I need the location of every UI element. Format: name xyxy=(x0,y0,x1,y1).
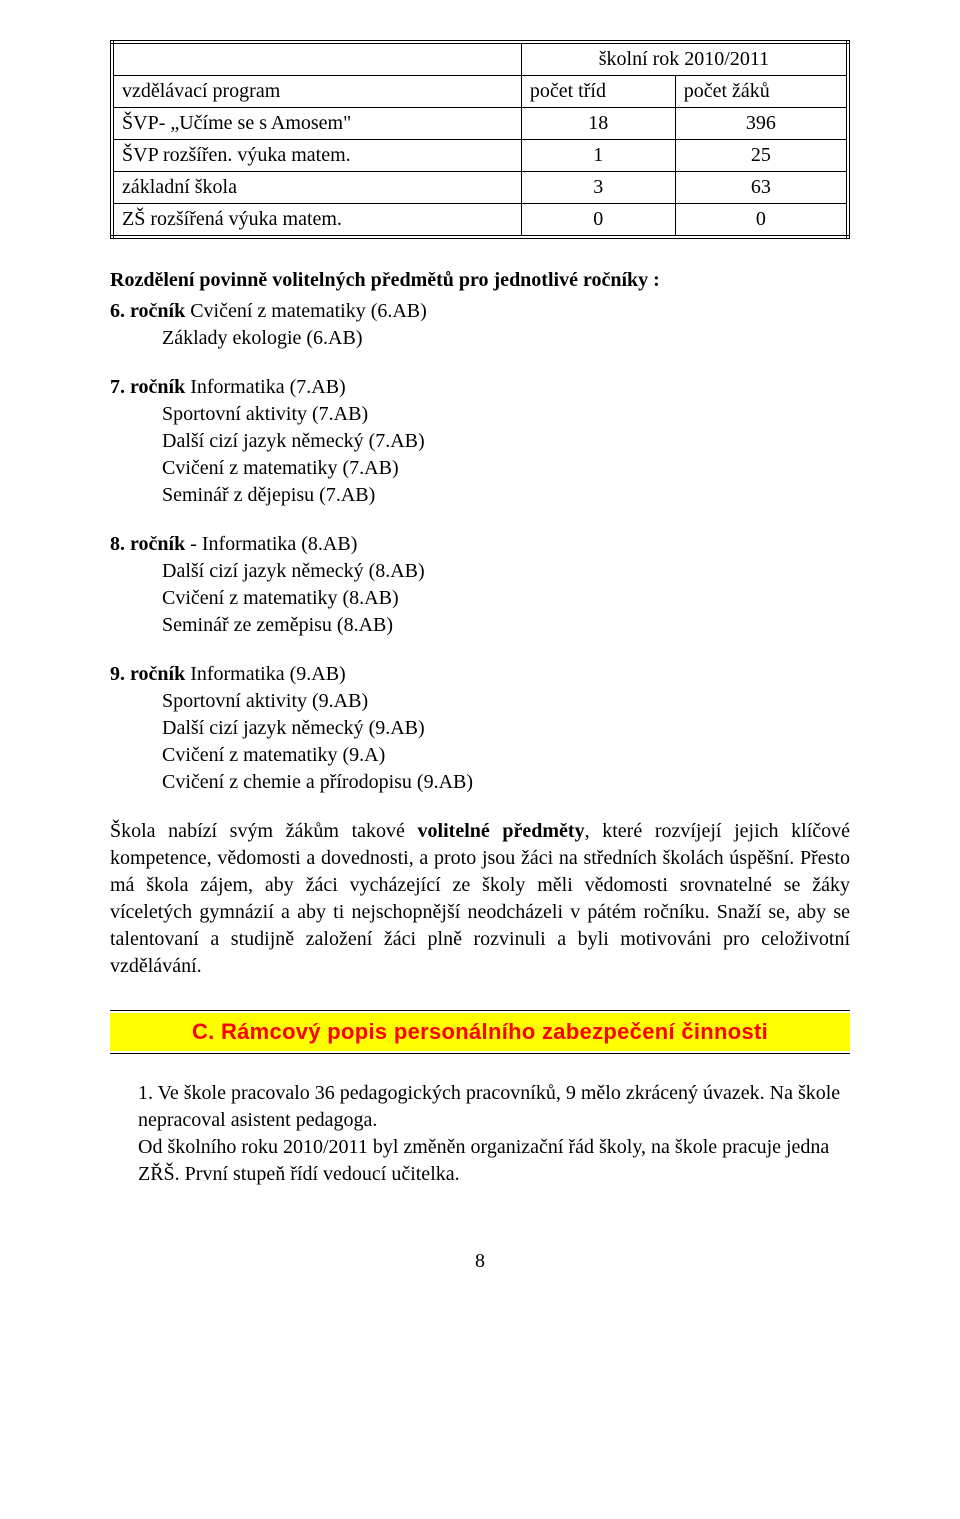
grade-9-item: Cvičení z chemie a přírodopisu (9.AB) xyxy=(162,769,850,796)
table-cell-label: ŠVP- „Učíme se s Amosem" xyxy=(112,108,521,140)
after-banner-p1: 1. Ve škole pracovalo 36 pedagogických p… xyxy=(138,1080,850,1134)
table-span-header: školní rok 2010/2011 xyxy=(521,42,848,76)
grade-7-item: Další cizí jazyk německý (7.AB) xyxy=(162,428,850,455)
table-col3-header: počet žáků xyxy=(675,76,848,108)
grade-9-block: 9. ročník Informatika (9.AB) Sportovní a… xyxy=(110,661,850,796)
grade-7-item: Sportovní aktivity (7.AB) xyxy=(162,401,850,428)
table-cell-num: 0 xyxy=(675,204,848,238)
table-cell-num: 63 xyxy=(675,172,848,204)
intro-line: Rozdělení povinně volitelných předmětů p… xyxy=(110,267,850,294)
table-col2-header: počet tříd xyxy=(521,76,675,108)
grade-8-head: 8. ročník xyxy=(110,533,185,555)
table-col1-header: vzdělávací program xyxy=(112,76,521,108)
grade-6-head: 6. ročník xyxy=(110,300,185,322)
section-banner: C. Rámcový popis personálního zabezpečen… xyxy=(110,1013,850,1051)
table-row: ZŠ rozšířená výuka matem. 0 0 xyxy=(112,204,848,238)
grade-7-item: Cvičení z matematiky (7.AB) xyxy=(162,455,850,482)
program-table: školní rok 2010/2011 vzdělávací program … xyxy=(110,40,850,239)
table-cell-num: 3 xyxy=(521,172,675,204)
table-cell-num: 1 xyxy=(521,140,675,172)
grade-8-block: 8. ročník - Informatika (8.AB) Další ciz… xyxy=(110,531,850,639)
body-bold-phrase: volitelné předměty xyxy=(418,820,585,842)
page-number: 8 xyxy=(110,1248,850,1275)
grade-7-head-tail: Informatika (7.AB) xyxy=(185,376,346,398)
table-blank-cell xyxy=(112,42,521,76)
after-banner-block: 1. Ve škole pracovalo 36 pedagogických p… xyxy=(110,1080,850,1188)
grade-6-block: 6. ročník Cvičení z matematiky (6.AB) Zá… xyxy=(110,298,850,352)
grade-7-block: 7. ročník Informatika (7.AB) Sportovní a… xyxy=(110,374,850,509)
grade-8-item: Cvičení z matematiky (8.AB) xyxy=(162,585,850,612)
table-cell-label: ŠVP rozšířen. výuka matem. xyxy=(112,140,521,172)
body-paragraph: Škola nabízí svým žákům takové volitelné… xyxy=(110,818,850,980)
grade-9-head: 9. ročník xyxy=(110,663,185,685)
table-cell-label: ZŠ rozšířená výuka matem. xyxy=(112,204,521,238)
table-cell-num: 25 xyxy=(675,140,848,172)
table-cell-num: 396 xyxy=(675,108,848,140)
table-cell-num: 0 xyxy=(521,204,675,238)
grade-6-head-tail: Cvičení z matematiky (6.AB) xyxy=(185,300,427,322)
grade-9-item: Další cizí jazyk německý (9.AB) xyxy=(162,715,850,742)
table-cell-label: základní škola xyxy=(112,172,521,204)
after-banner-p2: Od školního roku 2010/2011 byl změněn or… xyxy=(138,1134,850,1188)
table-row: ŠVP- „Učíme se s Amosem" 18 396 xyxy=(112,108,848,140)
section-banner-wrap: C. Rámcový popis personálního zabezpečen… xyxy=(110,1010,850,1054)
grade-9-head-tail: Informatika (9.AB) xyxy=(185,663,346,685)
table-row: ŠVP rozšířen. výuka matem. 1 25 xyxy=(112,140,848,172)
grade-8-item: Další cizí jazyk německý (8.AB) xyxy=(162,558,850,585)
table-row: základní škola 3 63 xyxy=(112,172,848,204)
grade-9-item: Sportovní aktivity (9.AB) xyxy=(162,688,850,715)
grade-8-head-tail: - Informatika (8.AB) xyxy=(185,533,357,555)
grade-8-item: Seminář ze zeměpisu (8.AB) xyxy=(162,612,850,639)
grade-7-item: Seminář z dějepisu (7.AB) xyxy=(162,482,850,509)
grade-9-item: Cvičení z matematiky (9.A) xyxy=(162,742,850,769)
grade-6-item: Základy ekologie (6.AB) xyxy=(162,325,850,352)
table-cell-num: 18 xyxy=(521,108,675,140)
grade-7-head: 7. ročník xyxy=(110,376,185,398)
